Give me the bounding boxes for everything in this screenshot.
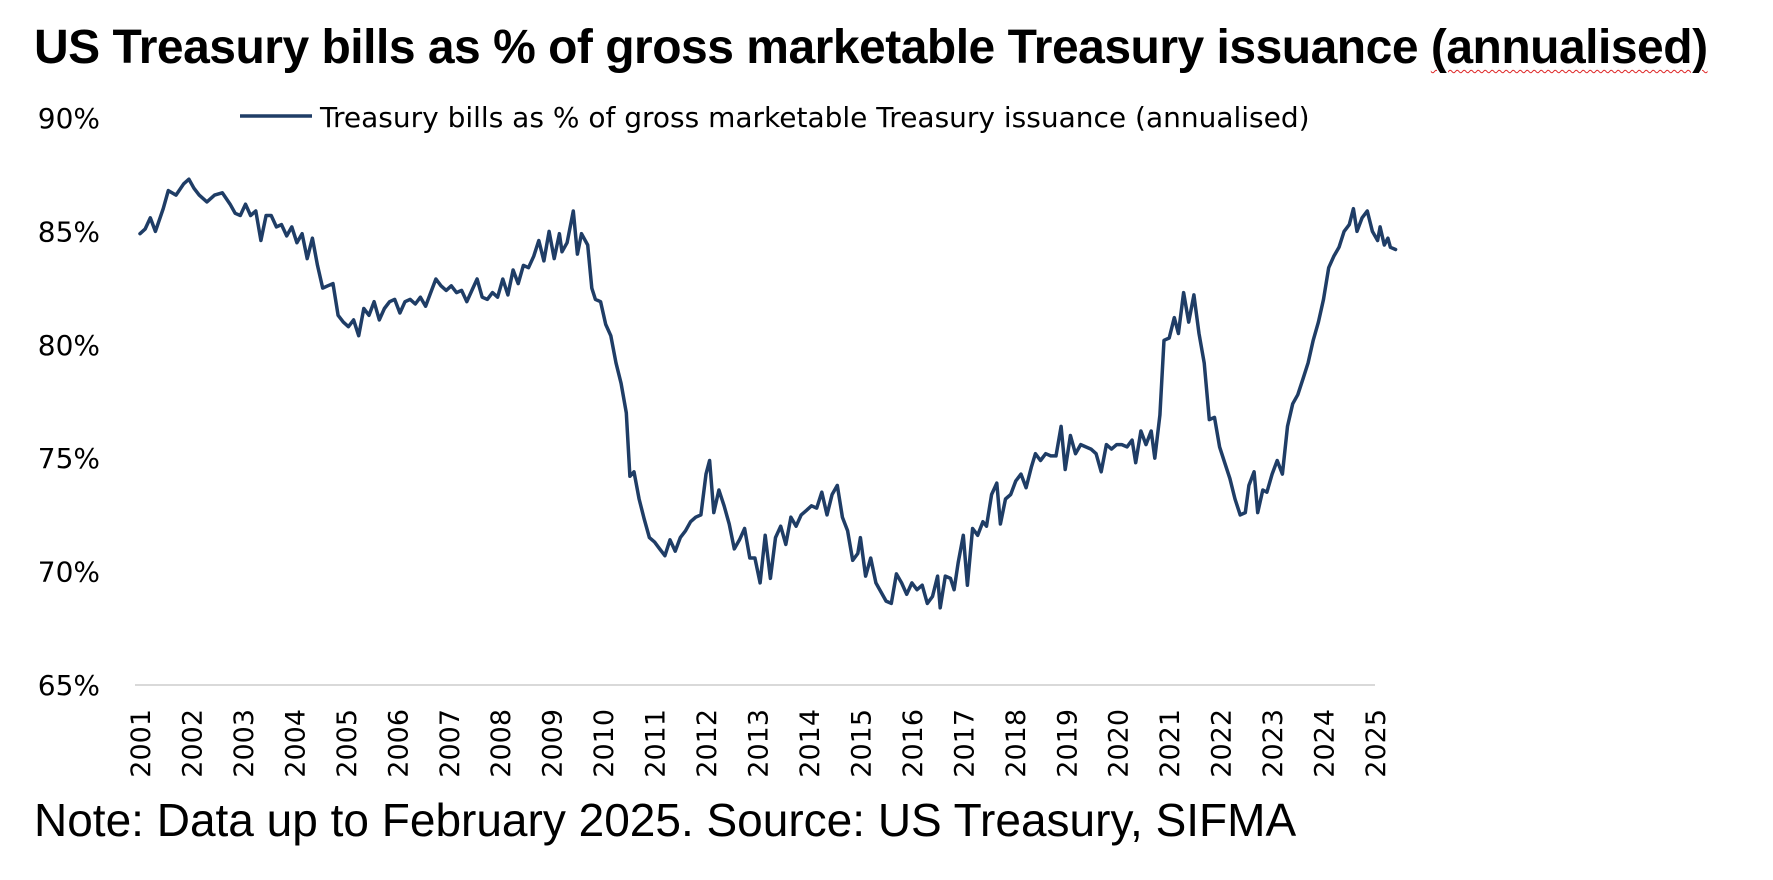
x-tick-label: 2025 (1361, 709, 1392, 778)
y-tick-label: 85% (38, 215, 100, 248)
x-tick-label: 2017 (949, 709, 980, 778)
x-tick-label: 2011 (641, 709, 672, 778)
x-tick-label: 2001 (126, 709, 157, 778)
x-tick-label: 2015 (846, 709, 877, 778)
y-tick-label: 75% (38, 442, 100, 475)
x-tick-label: 2009 (538, 709, 569, 778)
x-tick-label: 2006 (383, 709, 414, 778)
x-tick-label: 2003 (229, 709, 260, 778)
x-tick-label: 2023 (1258, 709, 1289, 778)
x-tick-label: 2005 (332, 709, 363, 778)
series-line (138, 177, 1398, 610)
x-tick-label: 2016 (898, 709, 929, 778)
x-tick-label: 2002 (177, 709, 208, 778)
chart-title: US Treasury bills as % of gross marketab… (34, 20, 1708, 75)
source-note: Note: Data up to February 2025. Source: … (34, 794, 1297, 846)
x-tick-label: 2024 (1310, 709, 1341, 778)
y-tick-label: 70% (38, 556, 100, 589)
x-tick-label: 2019 (1052, 709, 1083, 778)
x-tick-label: 2018 (1001, 709, 1032, 778)
x-tick-label: 2004 (280, 709, 311, 778)
x-tick-label: 2021 (1155, 709, 1186, 778)
x-tick-label: 2010 (589, 709, 620, 778)
x-tick-label: 2014 (795, 709, 826, 778)
y-tick-label: 80% (38, 329, 100, 362)
legend: Treasury bills as % of gross marketable … (240, 101, 1310, 134)
y-tick-label: 90% (38, 102, 100, 135)
chart-title-tail: (annualised) (1430, 21, 1708, 74)
y-axis: 90% 85% 80% 75% 70% 65% (38, 102, 100, 702)
x-tick-label: 2022 (1207, 709, 1238, 778)
x-tick-label: 2012 (692, 709, 723, 778)
x-axis: 2001 2002 2003 2004 2005 2006 2007 2008 2009 2010… (126, 709, 1392, 778)
chart-title-main: US Treasury bills as % of gross marketab… (34, 21, 1431, 74)
legend-label: Treasury bills as % of gross marketable … (319, 101, 1310, 134)
x-tick-label: 2013 (744, 709, 775, 778)
x-tick-label: 2008 (486, 709, 517, 778)
x-tick-label: 2020 (1104, 709, 1135, 778)
y-tick-label: 65% (38, 669, 100, 702)
x-tick-label: 2007 (435, 709, 466, 778)
